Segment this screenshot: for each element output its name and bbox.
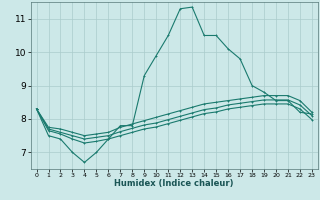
X-axis label: Humidex (Indice chaleur): Humidex (Indice chaleur)	[115, 179, 234, 188]
